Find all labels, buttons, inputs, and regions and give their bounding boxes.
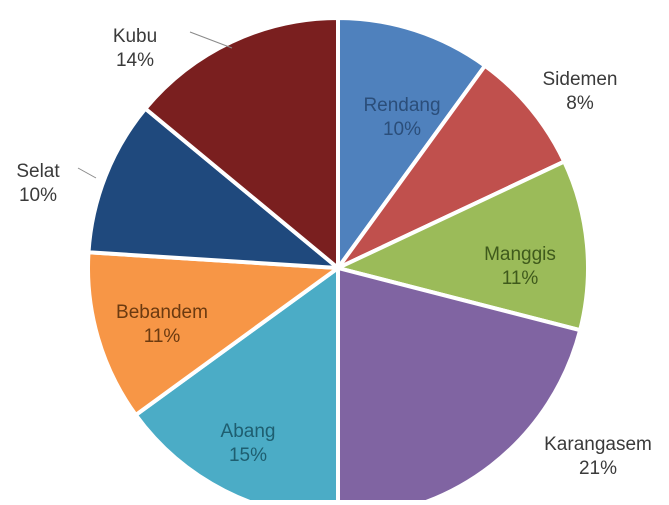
data-label-selat: Selat 10% [16, 161, 60, 206]
pie-slice-manggis [336, 159, 590, 333]
slice-percent-selat: 10% [19, 185, 57, 206]
slice-name-karangasem: Karangasem [544, 434, 652, 455]
slice-name-sidemen: Sidemen [543, 69, 618, 90]
slice-percent-bebandem: 11% [144, 326, 181, 347]
slice-percent-manggis: 11% [502, 268, 539, 289]
pie-slice-rendang [336, 16, 487, 270]
data-label-bebandem: Bebandem 11% [116, 302, 208, 347]
data-label-abang: Abang 15% [221, 421, 276, 466]
slice-percent-rendang: 10% [383, 119, 421, 140]
data-label-sidemen: Sidemen 8% [543, 69, 618, 114]
pie-slice-kubu [143, 16, 340, 270]
slice-name-kubu: Kubu [113, 26, 157, 47]
slice-name-manggis: Manggis [484, 244, 556, 265]
data-label-karangasem: Karangasem 21% [544, 434, 652, 479]
slice-percent-sidemen: 8% [566, 93, 594, 114]
labels-layer: Rendang 10% Sidemen 8% Manggis 11% Karangasem 2… [16, 26, 652, 479]
leader-line-selat [77, 167, 97, 179]
data-label-rendang: Rendang 10% [363, 95, 440, 140]
leader-line-kubu [189, 31, 233, 49]
leader-lines [77, 31, 233, 179]
pie-slice-selat [86, 106, 340, 270]
data-label-kubu: Kubu 14% [113, 26, 157, 71]
slice-name-selat: Selat [16, 161, 60, 182]
slice-percent-kubu: 14% [116, 50, 154, 71]
pie-slice-sidemen [336, 63, 567, 270]
pie-slice-karangasem [336, 266, 583, 505]
slice-percent-abang: 15% [229, 445, 267, 466]
data-label-manggis: Manggis 11% [484, 244, 556, 289]
pie-slice-bebandem [86, 250, 340, 417]
slice-percent-karangasem: 21% [579, 458, 617, 479]
slice-name-abang: Abang [221, 421, 276, 442]
slice-name-rendang: Rendang [363, 95, 440, 116]
slice-name-bebandem: Bebandem [116, 302, 208, 323]
pie-slice-abang [133, 266, 340, 505]
slices-layer [86, 16, 590, 505]
